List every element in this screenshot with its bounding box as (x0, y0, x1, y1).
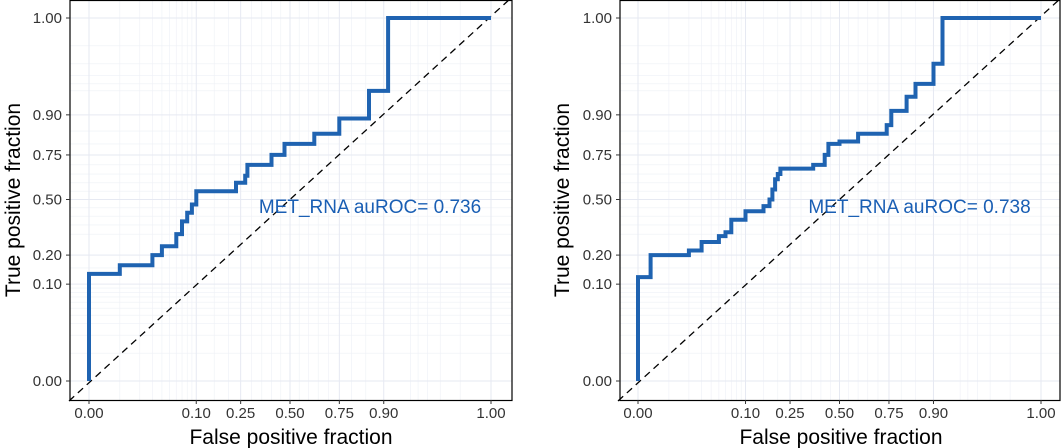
auroc-annotation: MET_RNA auROC= 0.736 (259, 197, 481, 218)
y-tick-label: 0.90 (583, 107, 612, 124)
roc-panel-left: 0.00 0.10 0.25 0.50 0.75 0.90 1.00 0.00 0.10 0.20… (2, 0, 513, 448)
y-tick-label: 0.10 (33, 276, 62, 293)
y-tick-label: 0.90 (33, 107, 62, 124)
y-tick-label: 0.10 (583, 276, 612, 293)
major-grid (620, 0, 1060, 400)
roc-curve-line (636, 16, 1041, 381)
x-tick-label: 0.75 (874, 405, 903, 422)
y-tick-label: 0.20 (33, 247, 62, 264)
y-tick-label: 0.20 (583, 247, 612, 264)
y-tick-label: 0.00 (33, 373, 62, 390)
reference-diagonal-line (617, 0, 1060, 402)
auroc-annotation: MET_RNA auROC= 0.738 (808, 197, 1030, 218)
x-tick-label: 0.00 (74, 405, 103, 422)
x-tick-label: 0.10 (731, 405, 760, 422)
y-tick-label: 0.75 (583, 147, 612, 164)
x-tick-label: 0.50 (825, 405, 854, 422)
x-axis-title: False positive fraction (739, 426, 942, 448)
y-tick-label: 1.00 (33, 10, 62, 27)
x-tick-label: 0.00 (623, 405, 652, 422)
y-tick-label: 1.00 (583, 10, 612, 27)
panel-border (69, 0, 513, 402)
y-axis-title: True positive fraction (2, 103, 25, 297)
x-tick-label: 0.90 (919, 405, 948, 422)
x-tick-label: 0.10 (182, 405, 211, 422)
y-tick-label: 0.00 (583, 373, 612, 390)
x-tick-label: 0.25 (775, 405, 804, 422)
x-axis-title: False positive fraction (189, 426, 392, 448)
x-tick-label: 1.00 (1026, 405, 1055, 422)
roc-curve-line (87, 16, 491, 381)
roc-panel-right: 0.00 0.10 0.25 0.50 0.75 0.90 1.00 0.00 0.10 0.20… (551, 0, 1061, 448)
x-tick-label: 1.00 (476, 405, 505, 422)
y-axis-title: True positive fraction (551, 103, 574, 297)
y-tick-label: 0.50 (583, 192, 612, 209)
x-tick-label: 0.50 (275, 405, 304, 422)
x-tick-label: 0.25 (226, 405, 255, 422)
x-tick-label: 0.75 (325, 405, 354, 422)
y-tick-label: 0.50 (33, 192, 62, 209)
y-tick-label: 0.75 (33, 147, 62, 164)
major-grid (70, 0, 512, 400)
reference-diagonal-line (68, 0, 510, 402)
x-tick-label: 0.90 (369, 405, 398, 422)
